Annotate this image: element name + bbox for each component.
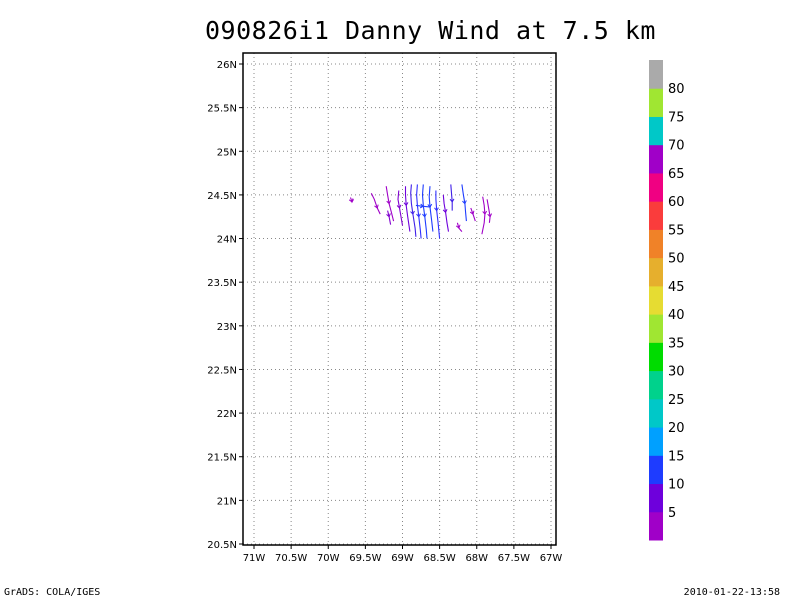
streamline-arrow [410,210,415,215]
colorbar-label: 40 [668,308,685,323]
lon-tick-label: 70W [317,553,340,564]
colorbar-segment [649,116,663,146]
lon-tick-label: 71W [243,553,266,564]
streamline [481,196,486,235]
colorbar-segment [649,172,663,202]
colorbar-label: 5 [668,506,676,521]
map-title: 090826i1 Danny Wind at 7.5 km [205,16,656,45]
colorbar-label: 35 [668,336,685,351]
streamline-arrow [422,213,427,218]
lon-tick-label: 68.5W [424,553,456,564]
lat-tick-label: 26N [217,60,237,71]
colorbar-segment [649,370,663,400]
colorbar-segment [649,511,663,541]
lat-tick-label: 21N [217,496,237,507]
lat-tick-label: 22N [217,409,237,420]
colorbar-segment [649,427,663,456]
lon-tick-label: 68W [465,553,488,564]
lat-tick-label: 24.5N [207,191,237,202]
colorbar-label: 80 [668,82,685,97]
lat-tick-label: 25.5N [207,104,237,115]
colorbar-segment [649,229,663,259]
colorbar-segment [649,201,663,230]
colorbar-label: 70 [668,139,685,154]
colorbar-segment [649,483,663,513]
streamline [421,184,428,239]
streamline-arrow [462,200,467,205]
streamline [397,190,404,226]
streamline-arrow [416,213,421,218]
colorbar-label: 15 [668,449,685,464]
lon-tick-label: 69W [391,553,414,564]
colorbar-label: 75 [668,110,685,125]
colorbar-label: 10 [668,478,685,493]
lat-tick-label: 24N [217,235,237,246]
latitude-tick-labels: 26N 25.5N 25N 24.5N 24N 23.5N 23N 22.5N 22N 21.5N… [207,60,237,551]
lat-tick-label: 23.5N [207,278,237,289]
longitude-tick-labels: 71W 70.5W 70W 69.5W 69W 68.5W 68W 67.5W 67W [243,553,563,564]
streamline-arrow [449,198,455,203]
streamline [404,186,411,232]
streamline [435,190,441,239]
lat-tick-label: 21.5N [207,453,237,464]
streamline [428,186,434,232]
grid-lines [239,53,556,549]
streamline-arrow [374,204,379,209]
streamline [486,199,491,223]
colorbar-label: 55 [668,223,685,238]
streamline-arrow [348,198,354,203]
streamline-arrow [386,213,391,218]
streamline-arrow [442,208,448,214]
colorbar-segment [649,257,663,287]
streamline-arrow [469,210,475,215]
streamline [442,194,450,232]
timestamp: 2010-01-22-13:58 [683,587,780,598]
colorbar-label: 50 [668,252,685,267]
streamline [387,210,392,225]
colorbar-segment [649,398,663,428]
colorbar-label: 60 [668,195,685,210]
lat-tick-label: 20.5N [207,540,237,551]
streamline [416,184,422,239]
streamline-arrow [403,202,409,207]
grads-credit: GrADS: COLA/IGES [4,587,101,598]
lon-tick-label: 70.5W [275,553,307,564]
colorbar-segment [649,342,663,372]
colorbar-segment [649,314,663,343]
streamline [450,184,453,211]
streamline-arrow [487,213,493,218]
colorbar-segment [649,285,663,315]
wind-speed-colorbar: 5 10 15 20 25 30 35 40 45 50 55 60 65 70 75 80 [649,60,685,541]
colorbar-label: 30 [668,365,685,380]
streamline-arrow [455,224,461,229]
streamline-arrow [396,204,402,209]
colorbar-label: 25 [668,393,685,408]
streamline-arrow [419,203,425,209]
lat-tick-label: 25N [217,147,237,158]
colorbar-segment [649,88,663,117]
lat-tick-label: 22.5N [207,365,237,376]
streamline [370,192,381,215]
map-frame [242,52,557,546]
colorbar-label: 65 [668,167,685,182]
lon-tick-label: 67.5W [498,553,530,564]
lon-tick-label: 69.5W [349,553,381,564]
streamline-arrow [386,200,392,205]
colorbar-label: 45 [668,280,685,295]
wind-streamlines [348,184,493,239]
colorbar-label: 20 [668,421,685,436]
streamline [410,184,417,237]
colorbar-segment [649,455,663,485]
streamline-arrow [482,210,488,215]
lon-tick-label: 67W [540,553,563,564]
streamline-arrow [434,207,439,212]
colorbar-segment [649,60,663,89]
colorbar-segment [649,144,663,174]
lat-tick-label: 23N [217,322,237,333]
